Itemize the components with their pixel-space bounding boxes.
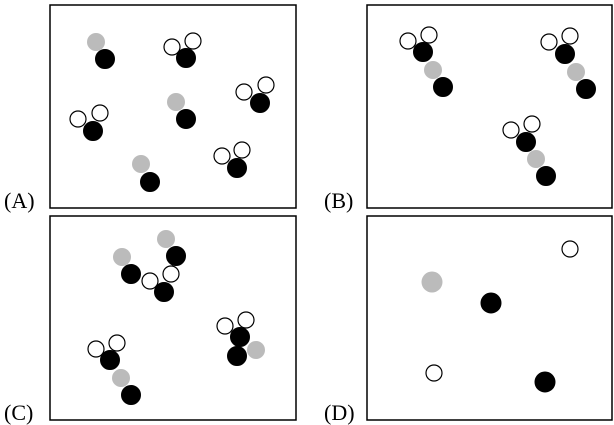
panel-d-atoms (421, 240, 579, 393)
panel-label: (D) (324, 400, 355, 425)
panel-box (366, 4, 613, 209)
panel-box (49, 215, 297, 421)
panel-b-molecules (399, 26, 596, 186)
panel-label: (C) (4, 400, 33, 425)
panel-label: (A) (4, 188, 35, 213)
panel-box (366, 215, 613, 421)
panel-a-molecules (69, 32, 275, 192)
panel-box (49, 4, 297, 209)
panel-label: (B) (324, 188, 353, 213)
panel-c-molecules (87, 230, 265, 405)
